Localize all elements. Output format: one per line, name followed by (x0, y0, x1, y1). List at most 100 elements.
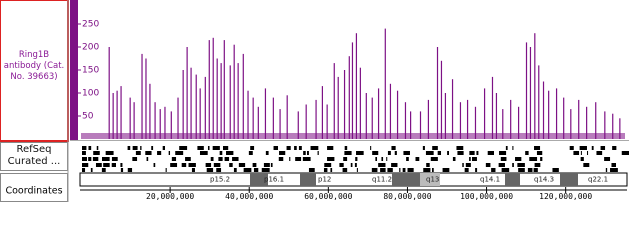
gene (529, 157, 538, 161)
gene (580, 157, 584, 161)
page: {"chart_data": {"type": "bar", "track_la… (0, 0, 629, 202)
signal-bar (371, 97, 373, 139)
gene (93, 151, 100, 155)
gene (447, 151, 449, 155)
gene (289, 157, 291, 161)
gene (140, 146, 142, 150)
gene (188, 163, 196, 167)
gene (233, 168, 237, 172)
signal-bar (440, 60, 443, 139)
signal-bar (120, 86, 122, 139)
gene (317, 151, 319, 155)
gene (356, 151, 364, 155)
signal-bar (510, 99, 512, 139)
signal-bar (116, 90, 118, 139)
band-label: q22.1 (588, 176, 608, 184)
gene (250, 146, 255, 150)
signal-floor (81, 133, 625, 139)
signal-bar (563, 97, 565, 139)
gene (298, 146, 302, 150)
signal-bar (436, 47, 439, 139)
gene (179, 146, 188, 150)
x-tick-label: 100,000,000 (460, 192, 513, 201)
gene (324, 163, 332, 167)
gene (498, 163, 505, 167)
gene (512, 163, 514, 167)
gene (354, 163, 357, 167)
gene (580, 151, 582, 155)
signal-bar (321, 86, 323, 139)
gene (469, 157, 471, 161)
signal-bar (384, 28, 386, 140)
refseq-label-box[interactable] (0, 142, 68, 171)
gene (391, 146, 396, 150)
signal-bar (141, 53, 143, 139)
signal-bar (534, 33, 536, 140)
gene (464, 168, 469, 172)
band (560, 173, 578, 186)
signal-bar (586, 106, 588, 139)
signal-bar (190, 67, 192, 139)
signal-bar (343, 70, 346, 139)
gene (499, 151, 507, 155)
signal-bar (495, 93, 498, 139)
gene (505, 146, 508, 150)
gene (501, 168, 510, 172)
gene (403, 151, 410, 155)
gene (82, 146, 87, 150)
gene (476, 151, 479, 155)
gene (303, 151, 306, 155)
gene (82, 163, 89, 167)
x-tick-label: 40,000,000 (225, 192, 273, 201)
gene (491, 168, 496, 172)
gene (330, 168, 333, 172)
signal-bar (182, 70, 184, 139)
gene (263, 163, 270, 167)
y-tick-label: 100 (82, 89, 99, 99)
signal-bar (233, 44, 235, 140)
band (250, 173, 268, 186)
gene (308, 168, 315, 172)
gene (583, 163, 590, 167)
signal-bar (257, 106, 259, 139)
signal-bar (220, 63, 222, 139)
coord-label-box[interactable] (0, 173, 68, 202)
gene (604, 157, 611, 161)
gene (261, 168, 270, 172)
gene (485, 163, 491, 167)
band-label: q14.3 (534, 176, 554, 184)
gene (171, 157, 177, 161)
band-label: q11.2 (372, 176, 392, 184)
gene (375, 157, 378, 161)
signal-bar (619, 118, 621, 139)
band (300, 173, 316, 186)
signal-bar (186, 47, 188, 139)
signal-bar (351, 42, 354, 139)
ideogram (79, 172, 628, 187)
gene (452, 157, 456, 161)
signal-bar (108, 47, 110, 139)
gene (90, 168, 93, 172)
gene (232, 157, 239, 161)
signal-bar (404, 102, 407, 139)
gene (95, 163, 102, 167)
signal-bar (216, 58, 218, 139)
y-tick-label: 200 (82, 43, 99, 53)
gene (146, 157, 149, 161)
gene (210, 157, 214, 161)
gene (127, 168, 133, 172)
signal-bar (164, 106, 166, 139)
gene (600, 146, 606, 150)
gene (610, 168, 618, 172)
gene (286, 146, 291, 150)
gene (127, 146, 131, 150)
signal-bar (517, 106, 520, 139)
signal-bar (170, 111, 172, 139)
gene (350, 163, 353, 167)
x-tick-label: 60,000,000 (304, 192, 352, 201)
gene (101, 168, 106, 172)
gene (536, 151, 543, 155)
gene (226, 151, 234, 155)
gene (500, 157, 507, 161)
gene (386, 157, 388, 161)
